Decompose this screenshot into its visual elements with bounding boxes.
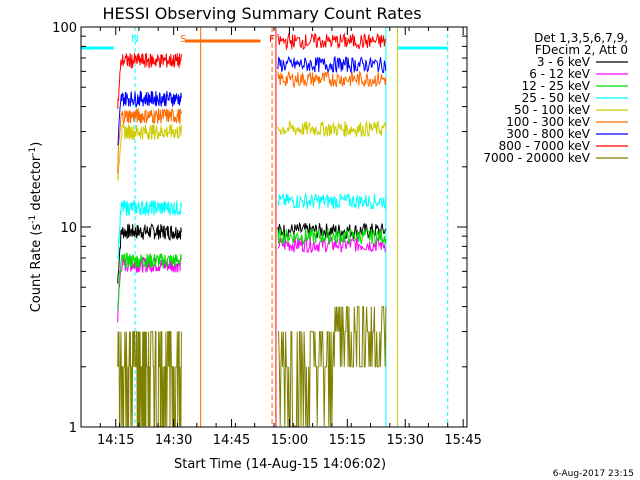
series-3-segment-2 [277, 227, 387, 246]
series-5-segment-2 [277, 120, 387, 138]
y-axis-label: Count Rate (s-1 detector-1) [28, 142, 44, 313]
series-5-segment-1 [117, 123, 182, 181]
y-axis-label-sup2: -1 [28, 147, 38, 156]
x-tick-label-4: 15:15 [329, 433, 366, 448]
legend-label-2: 6 - 12 keV [529, 67, 591, 81]
legend-label-5: 50 - 100 keV [514, 103, 591, 117]
x-tick-label-5: 15:30 [387, 433, 424, 448]
series-8-segment-2 [277, 32, 387, 51]
marker-f: F [269, 34, 275, 45]
x-tick-label-6: 15:45 [444, 433, 481, 448]
series-4-segment-1 [117, 199, 182, 259]
y-axis-label-mid: detector [29, 155, 44, 215]
x-axis-label: Start Time (14-Aug-15 14:06:02) [174, 457, 386, 472]
series-1-segment-2 [277, 221, 387, 240]
series-2-segment-2 [277, 235, 387, 253]
legend-label-9: 7000 - 20000 keV [483, 151, 590, 165]
series-9-segment-1 [117, 331, 182, 427]
legend-label-7: 300 - 800 keV [506, 127, 590, 141]
legend-label-3: 12 - 25 keV [522, 79, 591, 93]
legend-label-4: 25 - 50 keV [522, 91, 591, 105]
series-6-segment-2 [277, 70, 387, 89]
x-tick-label-0: 14:15 [97, 433, 134, 448]
footer-date: 6-Aug-2017 23:15 [553, 469, 634, 479]
legend-header-line-2: FDecim 2, Att 0 [535, 43, 628, 57]
y-tick-label-1: 10 [60, 221, 77, 236]
series-9-segment-2 [277, 306, 387, 427]
series-1-segment-1 [117, 223, 182, 284]
y-axis-label-sup1: -1 [28, 215, 38, 224]
series-8-segment-1 [117, 52, 182, 109]
series-7-segment-2 [277, 55, 387, 74]
y-tick-label-2: 100 [52, 21, 77, 36]
x-tick-label-3: 15:00 [271, 433, 308, 448]
marker-s: S [180, 34, 186, 45]
marker-n: N [131, 34, 138, 45]
y-axis: 1 10 100 [52, 21, 467, 436]
series-6-segment-1 [117, 107, 182, 174]
legend-label-6: 100 - 300 keV [506, 115, 590, 129]
series-4-segment-2 [277, 192, 387, 210]
y-tick-label-0: 1 [69, 421, 77, 436]
legend-label-8: 800 - 7000 keV [499, 139, 591, 153]
legend: Det 1,3,5,6,7,9, FDecim 2, Att 0 3 - 6 k… [483, 31, 628, 165]
series-3-segment-1 [117, 252, 182, 311]
chart-title: HESSI Observing Summary Count Rates [102, 4, 421, 23]
series-2-segment-1 [117, 256, 182, 323]
legend-header-line-1: Det 1,3,5,6,7,9, [534, 31, 628, 45]
series-7-segment-1 [117, 90, 182, 146]
legend-label-1: 3 - 6 keV [537, 55, 591, 69]
x-axis: 14:15 14:30 14:45 15:00 15:15 15:30 15:45 [80, 27, 482, 448]
y-axis-label-end: ) [29, 142, 44, 147]
x-tick-label-2: 14:45 [213, 433, 250, 448]
y-axis-label-main: Count Rate (s [29, 224, 44, 313]
x-tick-label-1: 14:30 [155, 433, 192, 448]
